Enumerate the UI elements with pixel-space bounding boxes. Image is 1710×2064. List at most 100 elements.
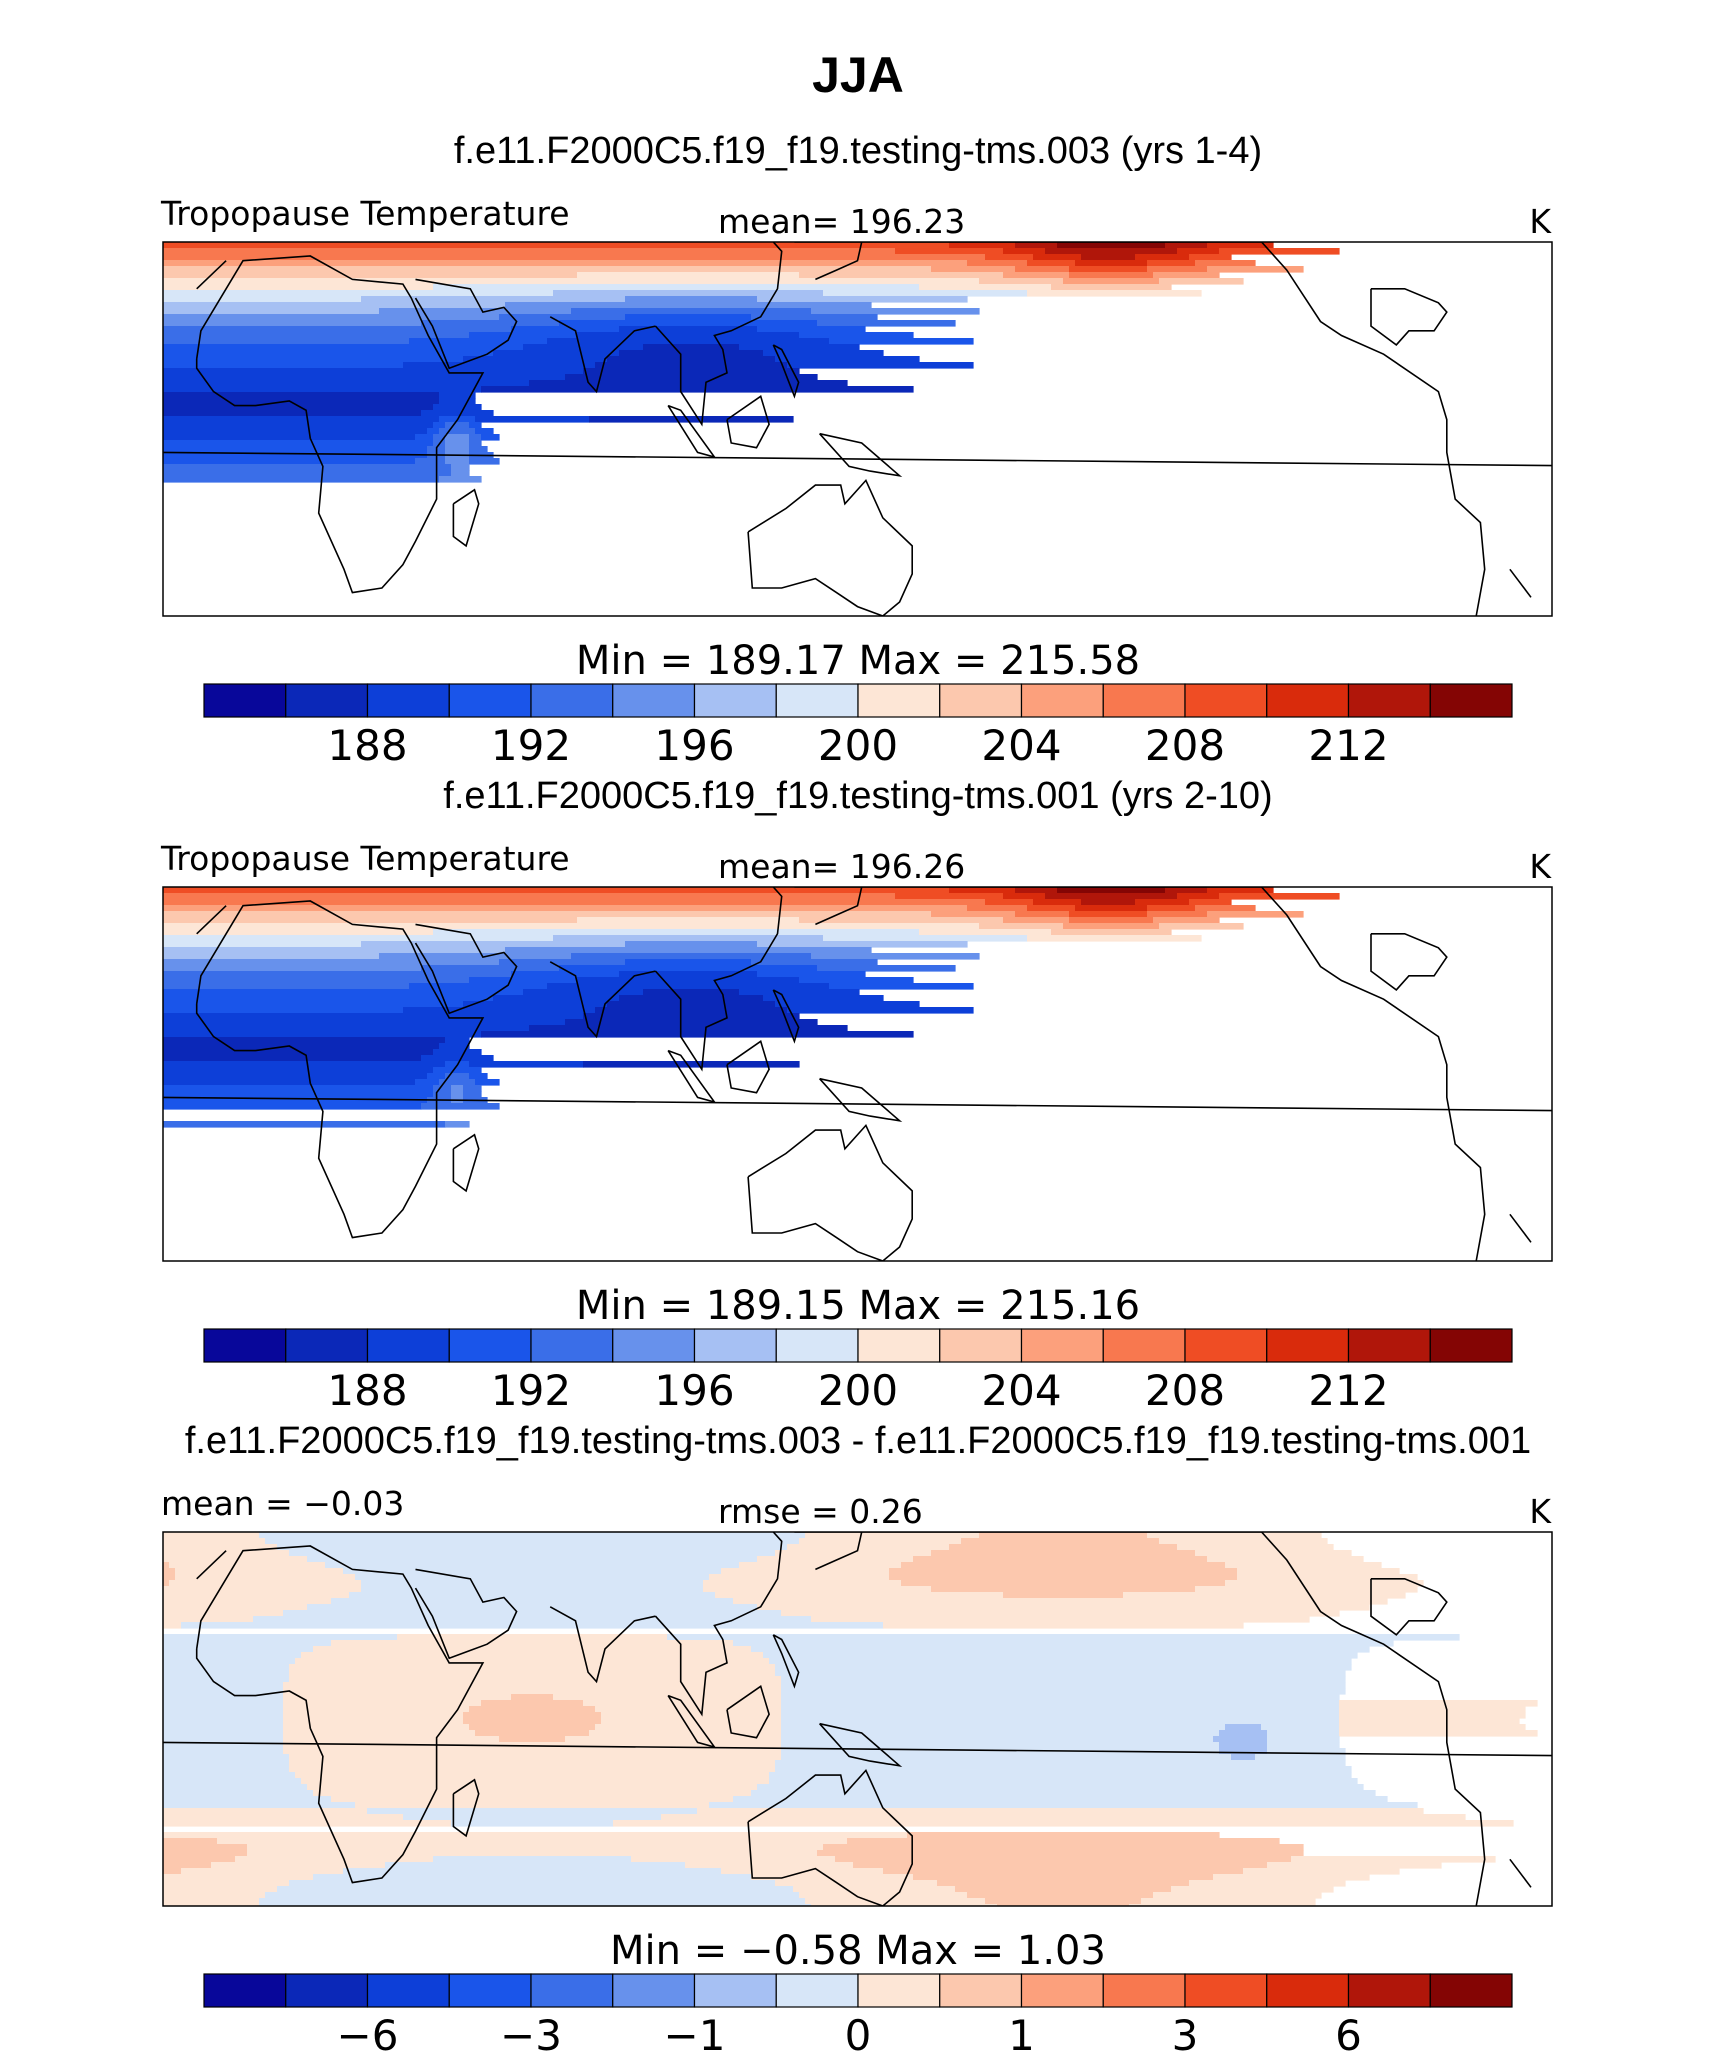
field-cell: [163, 1001, 464, 1008]
field-cell: [589, 1730, 782, 1737]
field-cell: [1195, 905, 1256, 912]
field-cell: [163, 326, 512, 333]
field-cell: [781, 1754, 1232, 1761]
field-cell: [781, 1688, 1346, 1695]
field-cell: [967, 1892, 1154, 1899]
colorbar-tick-label: 1: [1008, 2011, 1035, 2060]
field-cell: [1027, 260, 1076, 267]
field-cell: [163, 1019, 566, 1026]
colorbar-tick-label: 200: [818, 721, 898, 770]
field-cell: [247, 1850, 818, 1857]
panel-left-label: mean = −0.03: [161, 1484, 404, 1523]
coastline: [772, 344, 800, 399]
field-cell: [499, 959, 626, 966]
colorbar-box: [1102, 1328, 1186, 1363]
field-cell: [379, 953, 572, 960]
field-cell: [415, 1079, 440, 1086]
field-cell: [817, 320, 956, 327]
field-cell: [163, 362, 404, 369]
field-cell: [751, 314, 878, 321]
field-cell: [163, 290, 554, 297]
panel-units-label: K: [1529, 1492, 1552, 1531]
colorbar-box: [366, 1328, 450, 1363]
field-cell: [1195, 1550, 1352, 1557]
field-cell: [163, 1670, 290, 1677]
colorbar-box: [775, 1973, 859, 2008]
field-cell: [163, 1103, 422, 1110]
field-cell: [1003, 272, 1070, 279]
field-cell: [769, 1772, 1352, 1779]
colorbar-box: [939, 1328, 1023, 1363]
panel-title: f.e11.F2000C5.f19_f19.testing-tms.003 - …: [185, 1420, 1531, 1462]
field-cell: [163, 929, 434, 936]
field-cell: [577, 332, 800, 339]
field-cell: [163, 1820, 452, 1827]
field-cell: [163, 404, 434, 411]
map-frame: [162, 886, 1553, 1262]
field-cell: [163, 1844, 248, 1851]
field-cell: [751, 1874, 914, 1881]
field-cell: [1207, 887, 1274, 894]
field-cell: [289, 1676, 782, 1683]
field-cell: [937, 1880, 1190, 1887]
colorbar-box: [285, 1973, 369, 2008]
field-cell: [421, 320, 560, 327]
field-cell: [883, 1868, 1244, 1875]
field-cell: [283, 1706, 470, 1713]
field-cell: [1219, 893, 1340, 900]
field-cell: [163, 977, 470, 984]
field-cell: [1339, 1724, 1526, 1731]
colorbar-tick-label: 212: [1308, 1366, 1388, 1415]
field-cell: [163, 1061, 446, 1068]
field-cell: [853, 1862, 1268, 1869]
field-cell: [823, 1844, 1304, 1851]
field-cell: [481, 386, 914, 393]
field-cell: [163, 1682, 284, 1689]
field-cell: [163, 1073, 428, 1080]
field-cell: [163, 1688, 284, 1695]
field-cell: [775, 1670, 1346, 1677]
field-cell: [163, 1556, 308, 1563]
field-cell: [463, 1001, 608, 1008]
coastline: [452, 488, 480, 548]
field-cell: [1027, 290, 1202, 297]
field-cell: [163, 272, 578, 279]
figure-title: JJA: [812, 47, 904, 103]
colorbar-tick-label: 192: [491, 721, 571, 770]
field-cell: [469, 977, 578, 984]
field-cell: [895, 248, 1004, 255]
field-cell: [781, 1676, 1346, 1683]
field-cell: [163, 941, 362, 948]
field-cell: [433, 404, 482, 411]
field-cell: [889, 1568, 1238, 1575]
coastline: [747, 1123, 913, 1261]
field-cell: [163, 1706, 284, 1713]
field-cell: [1051, 284, 1172, 291]
field-cell: [1069, 266, 1148, 273]
field-cell: [1213, 1736, 1268, 1743]
field-cell: [451, 1085, 464, 1092]
panel-center-label: rmse = 0.26: [718, 1492, 923, 1531]
field-cell: [901, 1580, 1226, 1587]
field-cell: [1045, 248, 1178, 255]
field-cell: [163, 1646, 314, 1653]
field-cell: [931, 1550, 1196, 1557]
field-cell: [1081, 254, 1136, 261]
field-cell: [283, 1730, 476, 1737]
colorbar-box: [693, 1973, 777, 2008]
field-cell: [619, 350, 764, 357]
field-cell: [163, 1766, 290, 1773]
field-cell: [1261, 1724, 1340, 1731]
field-cell: [169, 1562, 326, 1569]
field-cell: [1267, 1730, 1340, 1737]
field-cell: [1147, 911, 1208, 918]
field-cell: [1159, 923, 1244, 930]
field-cell: [163, 1790, 314, 1797]
panel-title: f.e11.F2000C5.f19_f19.testing-tms.003 (y…: [454, 130, 1262, 172]
field-cell: [163, 1838, 218, 1845]
field-cell: [289, 1670, 776, 1677]
field-cell: [1129, 1904, 1316, 1906]
colorbar-box: [448, 683, 532, 718]
field-cell: [445, 1073, 470, 1080]
